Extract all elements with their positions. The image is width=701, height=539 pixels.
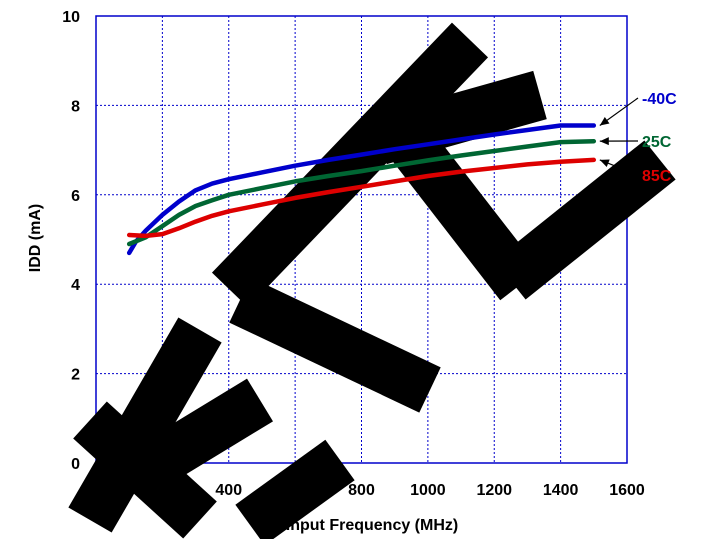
y-axis-title: IDD (mA) xyxy=(27,204,44,272)
x-tick-label: 0 xyxy=(92,482,101,499)
x-tick-label: 1400 xyxy=(543,482,579,499)
y-tick-label: 2 xyxy=(71,367,80,384)
x-tick-label: 1200 xyxy=(476,482,512,499)
legend: -40C 25C 85C xyxy=(599,91,677,185)
watermark-stroke-5 xyxy=(494,140,676,300)
y-tick-label: 6 xyxy=(71,188,80,205)
y-tick-labels: 0 2 4 6 8 10 xyxy=(62,9,80,473)
x-tick-label: 1000 xyxy=(410,482,446,499)
etc-watermark xyxy=(68,22,676,539)
series-line-1 xyxy=(126,138,597,247)
legend-label-2: 85C xyxy=(642,168,672,185)
watermark-stroke-1 xyxy=(211,22,489,308)
legend-arrowhead-1 xyxy=(599,137,609,146)
watermark-stroke-9 xyxy=(235,439,355,539)
x-tick-label: 800 xyxy=(348,482,375,499)
series-lines xyxy=(126,123,597,256)
legend-arrowhead-0 xyxy=(599,117,610,126)
x-tick-label: 600 xyxy=(282,482,309,499)
legend-label-1: 25C xyxy=(642,134,672,151)
y-tick-label: 8 xyxy=(71,98,80,115)
series-line-2 xyxy=(126,157,597,239)
x-tick-label: 1600 xyxy=(609,482,645,499)
series-line-0 xyxy=(126,123,597,256)
x-tick-labels: 0 200 400 600 800 1000 1200 1400 1600 xyxy=(92,482,645,499)
y-tick-label: 4 xyxy=(71,277,80,294)
legend-label-0: -40C xyxy=(642,91,677,108)
legend-arrowhead-2 xyxy=(599,159,610,167)
y-tick-label: 10 xyxy=(62,9,80,26)
x-axis-title: Input Frequency (MHz) xyxy=(286,517,458,534)
x-tick-label: 400 xyxy=(215,482,242,499)
x-tick-label: 200 xyxy=(149,482,176,499)
watermark-stroke-2 xyxy=(229,277,441,413)
watermark-stroke-6 xyxy=(68,317,222,533)
watermark-stroke-8 xyxy=(132,378,273,492)
plot-frame xyxy=(95,15,628,464)
y-tick-label: 0 xyxy=(71,456,80,473)
